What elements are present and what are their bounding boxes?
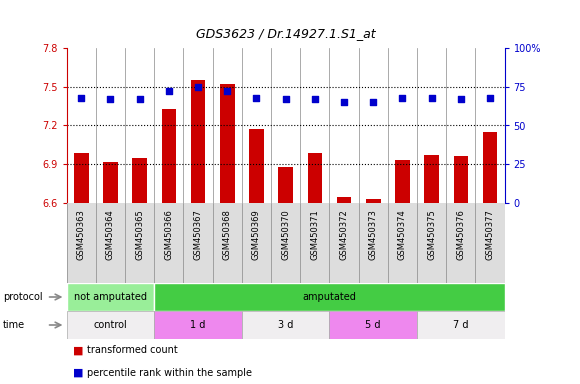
Point [223,88,232,94]
Text: GSM450367: GSM450367 [194,209,202,260]
Text: GSM450364: GSM450364 [106,209,115,260]
Point [310,96,320,102]
Bar [242,311,329,339]
Text: amputated: amputated [303,292,356,302]
Text: control: control [93,320,128,330]
Text: GSM450374: GSM450374 [398,209,407,260]
Bar [278,167,293,203]
Text: GSM450368: GSM450368 [223,209,232,260]
Text: 1 d: 1 d [190,320,206,330]
Bar [154,311,242,339]
Bar [454,157,468,203]
Point [77,94,86,101]
Bar [249,129,264,203]
Bar [74,152,89,203]
Text: GSM450363: GSM450363 [77,209,86,260]
Bar [337,197,351,203]
Text: transformed count: transformed count [87,345,177,355]
Text: GSM450376: GSM450376 [456,209,465,260]
Text: GSM450377: GSM450377 [485,209,495,260]
Bar [329,311,417,339]
Text: GSM450369: GSM450369 [252,209,261,260]
Bar [220,84,234,203]
Bar [307,152,322,203]
Bar [417,311,505,339]
Point [106,96,115,102]
Point [193,84,203,90]
Bar [425,155,439,203]
Point [339,99,349,105]
Text: GSM450371: GSM450371 [310,209,320,260]
Bar [191,80,205,203]
Text: percentile rank within the sample: percentile rank within the sample [87,368,252,378]
Text: ■: ■ [72,368,83,378]
Text: GSM450375: GSM450375 [427,209,436,260]
Text: time: time [3,320,25,330]
Point [164,88,173,94]
Text: 7 d: 7 d [453,320,469,330]
Point [427,94,436,101]
Bar [162,109,176,203]
Text: 5 d: 5 d [365,320,381,330]
Text: not amputated: not amputated [74,292,147,302]
Bar [132,158,147,203]
Text: ■: ■ [72,345,83,355]
Text: 3 d: 3 d [278,320,293,330]
Point [135,96,144,102]
Point [369,99,378,105]
Bar [103,162,118,203]
Bar [483,132,497,203]
Point [252,94,261,101]
Text: GSM450372: GSM450372 [339,209,349,260]
Bar [154,283,505,311]
Bar [395,161,409,203]
Text: GSM450373: GSM450373 [369,209,378,260]
Text: GSM450366: GSM450366 [164,209,173,260]
Bar [67,311,154,339]
Point [485,94,495,101]
Bar [67,283,154,311]
Text: GSM450370: GSM450370 [281,209,290,260]
Point [456,96,466,102]
Point [281,96,291,102]
Text: protocol: protocol [3,292,42,302]
Text: GDS3623 / Dr.14927.1.S1_at: GDS3623 / Dr.14927.1.S1_at [196,27,375,40]
Bar [366,199,380,203]
Point [398,94,407,101]
Text: GSM450365: GSM450365 [135,209,144,260]
